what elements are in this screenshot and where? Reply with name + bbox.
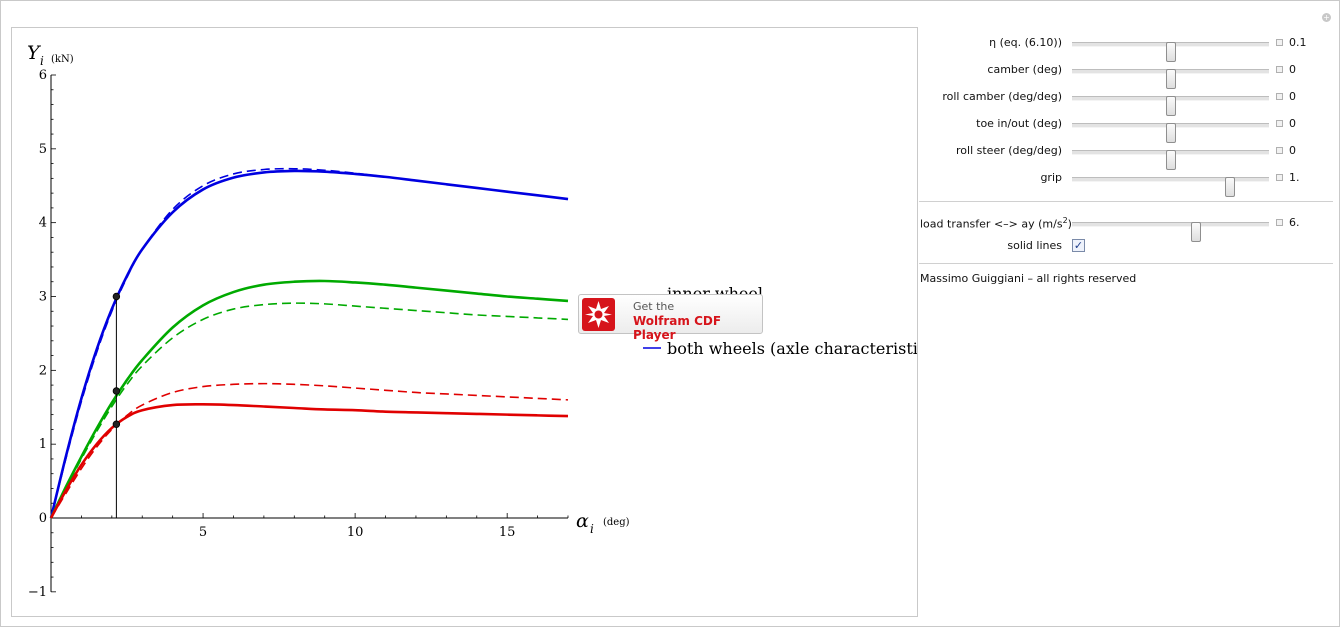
series-line-dashed xyxy=(50,167,569,519)
y-tick-label: 5 xyxy=(39,142,47,157)
expand-icon[interactable] xyxy=(1276,120,1283,127)
slider-label-camber: camber (deg) xyxy=(987,63,1062,76)
slider-toe[interactable] xyxy=(1072,123,1269,143)
expand-icon[interactable] xyxy=(1276,147,1283,154)
x-axis-label: α xyxy=(576,510,589,532)
slider-value-grip: 1. xyxy=(1289,171,1300,184)
y-axis-label: Y xyxy=(27,42,42,64)
series-line-dashed xyxy=(50,302,569,519)
y-axis-subscript: i xyxy=(40,54,44,68)
slider-value-eta: 0.1 xyxy=(1289,36,1307,49)
y-axis-unit: (kN) xyxy=(51,54,74,65)
slider-label-toe: toe in/out (deg) xyxy=(976,117,1062,130)
slider-row-roll-camber: roll camber (deg/deg) 0 xyxy=(919,87,1333,116)
expand-icon[interactable] xyxy=(1276,93,1283,100)
slider-label-roll-camber: roll camber (deg/deg) xyxy=(942,90,1062,103)
slider-row-camber: camber (deg) 0 xyxy=(919,60,1333,89)
slider-load-transfer[interactable] xyxy=(1072,222,1269,242)
slider-thumb-eta[interactable] xyxy=(1165,42,1176,62)
options-icon[interactable]: + xyxy=(1322,13,1331,22)
badge-line-2: Wolfram CDF Player xyxy=(633,314,722,342)
slider-roll-steer[interactable] xyxy=(1072,150,1269,170)
badge-line-1: Get the xyxy=(633,300,675,313)
marker-dot xyxy=(112,292,121,301)
y-tick-label: 3 xyxy=(39,290,47,305)
series-line-solid xyxy=(49,279,569,519)
expand-icon[interactable] xyxy=(1276,39,1283,46)
slider-row-toe: toe in/out (deg) 0 xyxy=(919,114,1333,143)
slider-label-load-transfer: load transfer <–> ay (m/s2) xyxy=(920,216,1072,231)
slider-thumb-load-transfer[interactable] xyxy=(1191,222,1202,242)
y-tick-label: −1 xyxy=(28,585,47,600)
divider xyxy=(919,201,1333,202)
divider xyxy=(919,263,1333,264)
y-tick-label: 4 xyxy=(39,216,47,231)
slider-value-roll-steer: 0 xyxy=(1289,144,1296,157)
solid-lines-label: solid lines xyxy=(1007,239,1062,252)
x-tick-label: 15 xyxy=(499,525,516,540)
solid-lines-checkbox[interactable]: ✓ xyxy=(1072,239,1085,252)
slider-roll-camber[interactable] xyxy=(1072,96,1269,116)
x-tick-label: 5 xyxy=(199,525,207,540)
slider-thumb-toe[interactable] xyxy=(1165,123,1176,143)
expand-icon[interactable] xyxy=(1276,174,1283,181)
slider-row-grip: grip 1. xyxy=(919,168,1333,197)
series-line-solid xyxy=(49,402,569,519)
credit-text: Massimo Guiggiani – all rights reserved xyxy=(920,272,1137,285)
expand-icon[interactable] xyxy=(1276,66,1283,73)
expand-icon[interactable] xyxy=(1276,219,1283,226)
x-axis-subscript: i xyxy=(590,522,594,536)
cdf-player-badge[interactable]: Get the Wolfram CDF Player xyxy=(578,294,763,342)
slider-row-eta: η (eq. (6.10)) 0.1 xyxy=(919,33,1333,62)
solid-lines-row: solid lines ✓ xyxy=(919,236,1333,256)
y-tick-label: 6 xyxy=(39,68,47,83)
slider-row-load-transfer: load transfer <–> ay (m/s2) 6. xyxy=(919,213,1333,242)
y-tick-label: 1 xyxy=(39,437,47,452)
slider-thumb-camber[interactable] xyxy=(1165,69,1176,89)
marker-dot xyxy=(112,420,121,428)
series-line-solid xyxy=(49,169,569,519)
slider-value-toe: 0 xyxy=(1289,117,1296,130)
slider-thumb-roll-camber[interactable] xyxy=(1165,96,1176,116)
slider-label-grip: grip xyxy=(1040,171,1062,184)
slider-label-roll-steer: roll steer (deg/deg) xyxy=(956,144,1062,157)
slider-row-roll-steer: roll steer (deg/deg) 0 xyxy=(919,141,1333,170)
y-tick-label: 2 xyxy=(39,363,47,378)
wolfram-spikey-icon xyxy=(582,298,615,331)
slider-camber[interactable] xyxy=(1072,69,1269,89)
slider-thumb-roll-steer[interactable] xyxy=(1165,150,1176,170)
y-tick-label: 0 xyxy=(39,511,47,526)
x-axis-unit: (deg) xyxy=(603,517,630,528)
slider-grip[interactable] xyxy=(1072,177,1269,197)
marker-dot xyxy=(112,387,121,395)
slider-value-camber: 0 xyxy=(1289,63,1296,76)
slider-label-eta: η (eq. (6.10)) xyxy=(989,36,1062,49)
legend-label: both wheels (axle characteristic) xyxy=(667,339,917,358)
slider-thumb-grip[interactable] xyxy=(1224,177,1235,197)
slider-value-load-transfer: 6. xyxy=(1289,216,1300,229)
slider-eta[interactable] xyxy=(1072,42,1269,62)
slider-value-roll-camber: 0 xyxy=(1289,90,1296,103)
x-tick-label: 10 xyxy=(347,525,364,540)
series-line-dashed xyxy=(50,382,569,519)
